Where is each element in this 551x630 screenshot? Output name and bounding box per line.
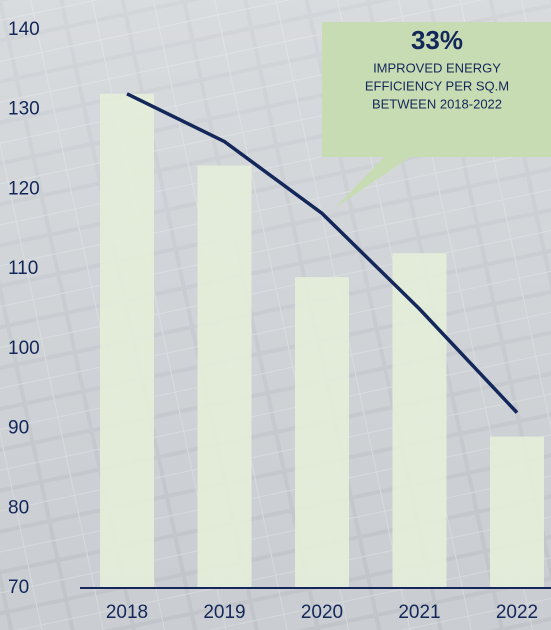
y-tick-label: 100 xyxy=(8,338,40,359)
bar xyxy=(490,436,544,588)
x-tick-label: 2022 xyxy=(496,602,538,623)
y-tick-label: 70 xyxy=(8,577,29,598)
bar xyxy=(100,93,154,589)
y-tick-label: 120 xyxy=(8,178,40,199)
y-tick-label: 140 xyxy=(8,19,40,40)
plot: 70 80 90 100 110 120 130 140 xyxy=(8,19,544,598)
y-tick-label: 110 xyxy=(8,258,38,279)
callout-line: EFFICIENCY PER SQ.M xyxy=(365,78,509,93)
callout-box xyxy=(322,22,551,208)
x-tick-label: 2020 xyxy=(301,602,343,623)
x-tick-label: 2021 xyxy=(398,602,440,623)
callout: 33% IMPROVED ENERGY EFFICIENCY PER SQ.M … xyxy=(322,22,551,208)
callout-line: BETWEEN 2018-2022 xyxy=(372,96,502,111)
bar xyxy=(392,253,447,588)
y-tick-label: 90 xyxy=(8,418,29,439)
callout-line: IMPROVED ENERGY xyxy=(373,60,501,75)
bar xyxy=(295,277,349,588)
bar xyxy=(197,165,252,588)
y-tick-label: 80 xyxy=(8,497,29,518)
x-tick-label: 2018 xyxy=(106,602,148,623)
line xyxy=(126,92,519,414)
callout-headline: 33% xyxy=(411,25,463,55)
x-tick-label: 2019 xyxy=(203,602,245,623)
y-tick-label: 130 xyxy=(8,99,40,120)
